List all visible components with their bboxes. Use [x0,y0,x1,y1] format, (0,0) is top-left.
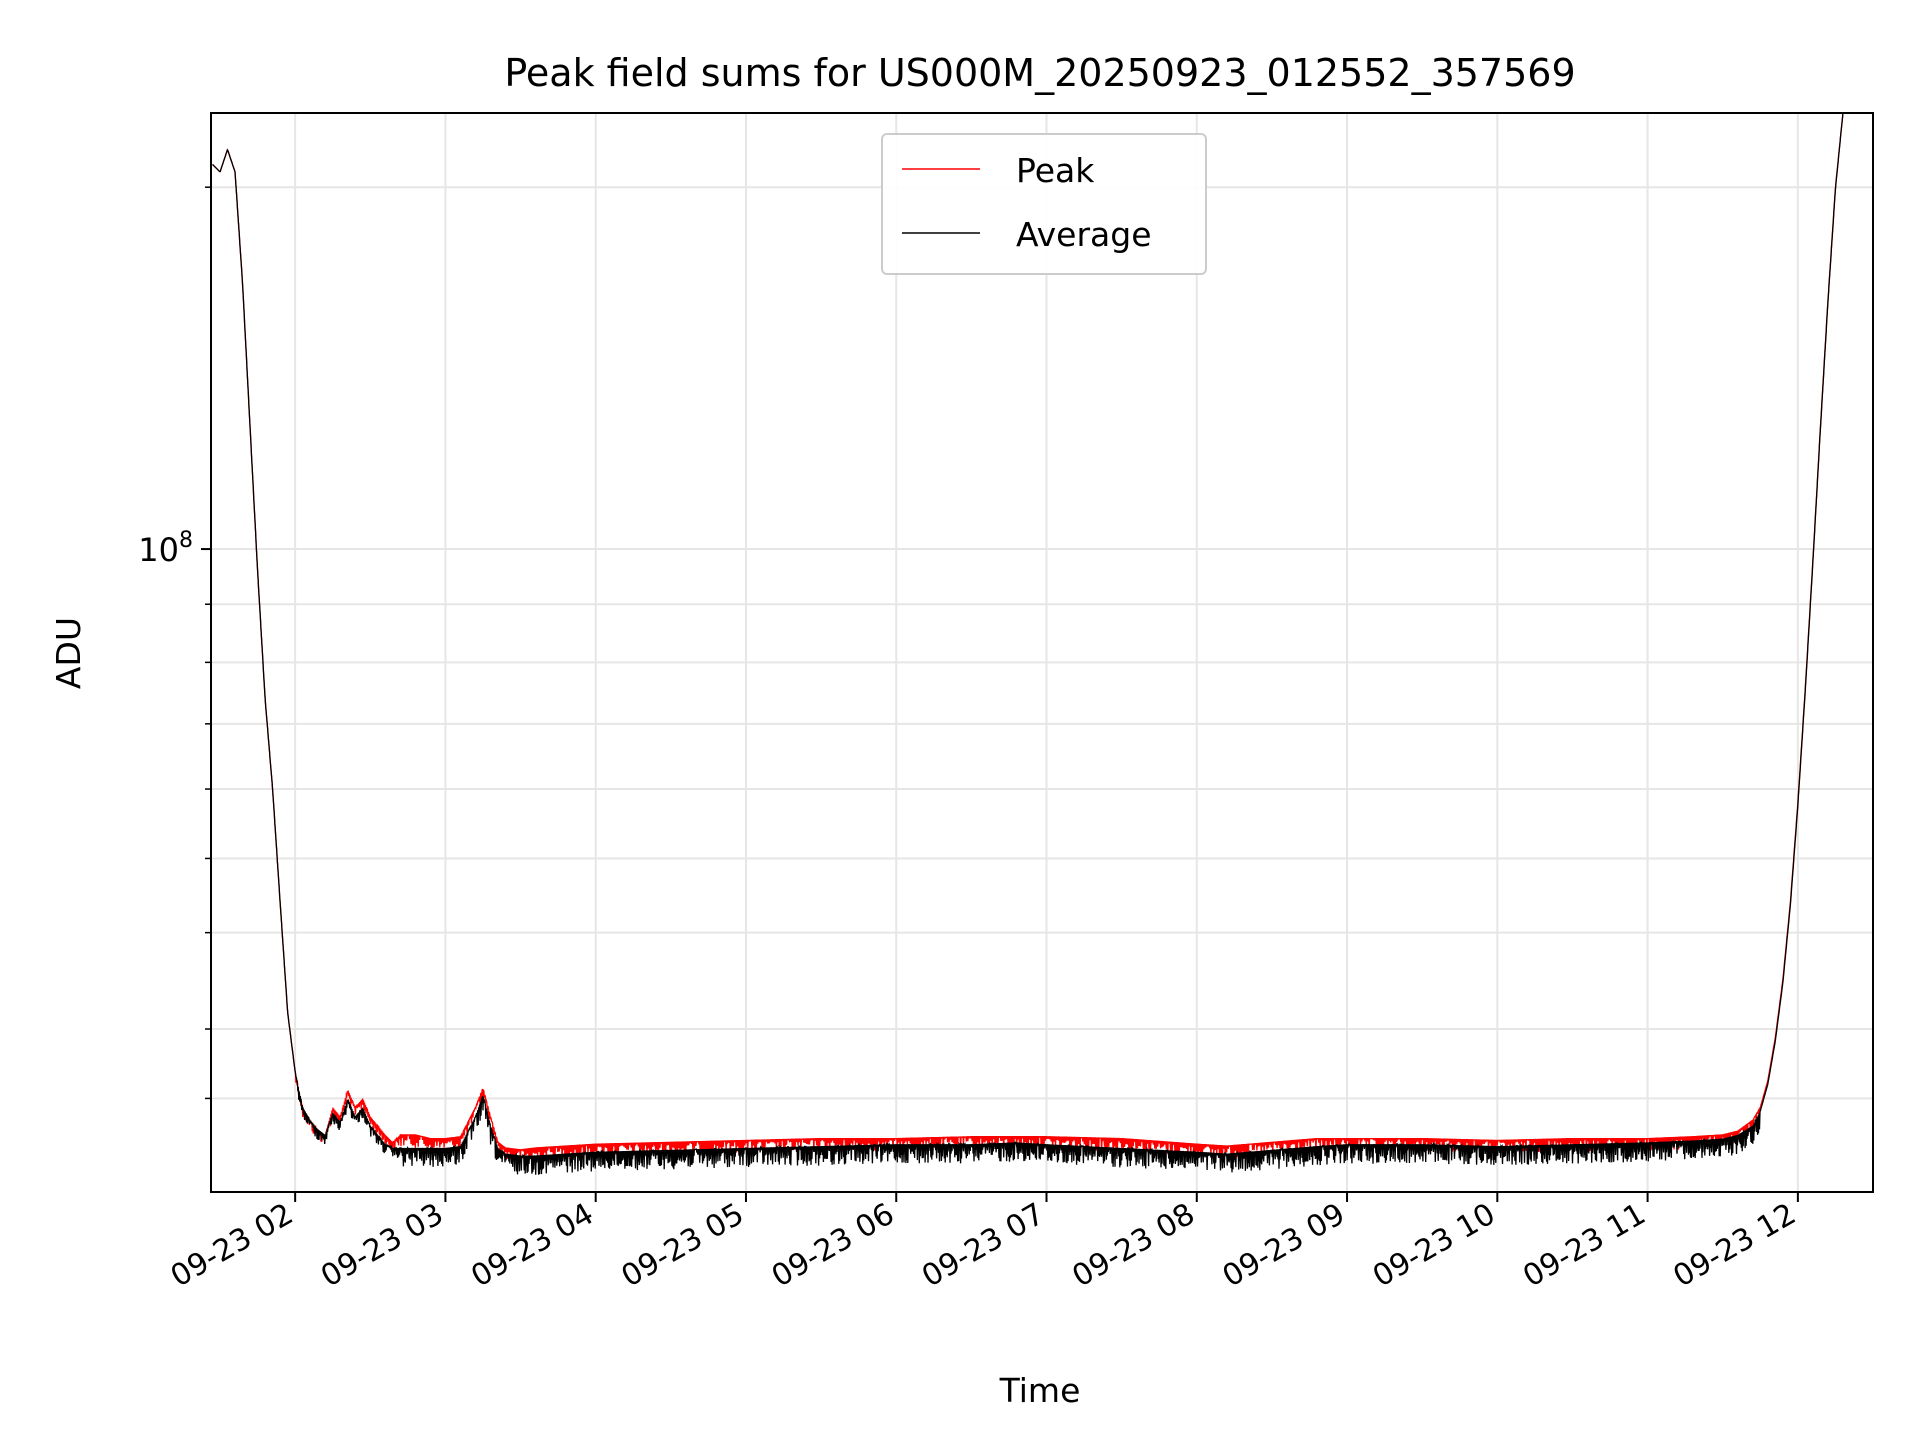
series-layer [212,113,1844,1175]
legend: Peak Average [881,133,1207,275]
series-line-average [212,113,1844,1175]
chart-title: Peak field sums for US000M_20250923_0125… [504,51,1575,95]
y-tick-label: 108 [138,528,193,569]
legend-label-peak: Peak [1016,151,1095,190]
y-tick-label-base: 10 [138,531,179,569]
y-tick-label-exponent: 8 [179,528,193,553]
grid [211,113,1873,1192]
plot-frame [210,112,1874,1193]
series-line-peak [212,113,1844,1160]
legend-label-average: Average [1016,215,1152,254]
x-axis-label: Time [999,1371,1081,1410]
y-axis-label: ADU [49,617,88,689]
